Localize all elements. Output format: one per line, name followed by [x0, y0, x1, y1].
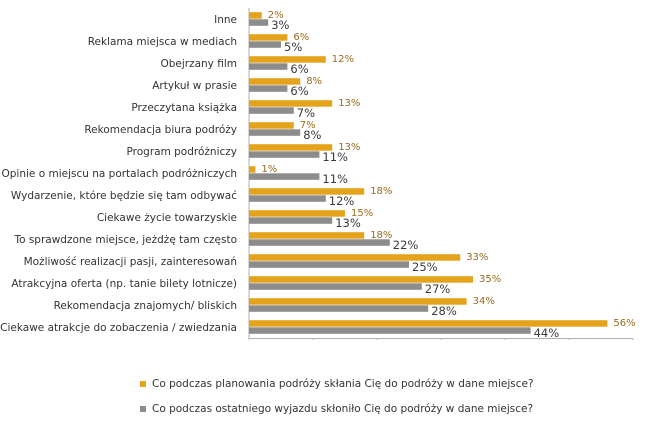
legend-label-planning: Co podczas planowania podróży skłania Ci… [152, 378, 534, 390]
bar-planning [249, 254, 461, 261]
value-label-last-trip: 27% [425, 282, 451, 296]
category-label: Inne [214, 14, 237, 26]
value-label-last-trip: 8% [303, 128, 321, 142]
bar-last-trip [249, 173, 320, 180]
bar-planning [249, 320, 608, 327]
value-label-planning: 7% [300, 120, 316, 131]
value-label-last-trip: 3% [271, 18, 289, 32]
bar-planning [249, 298, 467, 305]
bar-planning [249, 34, 288, 41]
bar-planning [249, 210, 345, 217]
value-label-last-trip: 22% [393, 238, 419, 252]
bar-planning [249, 122, 294, 129]
category-label: Artykuł w prasie [152, 80, 237, 92]
value-label-planning: 13% [338, 142, 360, 153]
value-label-last-trip: 5% [284, 40, 302, 54]
bar-planning [249, 144, 333, 151]
bar-planning [249, 12, 262, 19]
category-label: Wydarzenie, które będzie się tam odbywać [11, 190, 237, 202]
bar-last-trip [249, 85, 288, 92]
bar-planning [249, 232, 365, 239]
legend-item-last-trip: Co podczas ostatniego wyjazdu skłoniło C… [140, 403, 533, 415]
legend-label-last-trip: Co podczas ostatniego wyjazdu skłoniło C… [152, 403, 534, 415]
value-label-planning: 13% [338, 98, 360, 109]
value-label-planning: 6% [293, 32, 309, 43]
bar-last-trip [249, 239, 390, 246]
bar-last-trip [249, 107, 294, 114]
bar-planning [249, 166, 256, 173]
legend-swatch-last-trip [140, 406, 146, 412]
bar-last-trip [249, 129, 301, 136]
value-label-planning: 1% [261, 164, 277, 175]
value-label-planning: 15% [351, 208, 373, 219]
bar-last-trip [249, 41, 281, 48]
value-label-planning: 34% [473, 296, 495, 307]
value-label-planning: 33% [466, 252, 488, 263]
bar-planning [249, 100, 333, 107]
bar-planning [249, 188, 365, 195]
value-label-last-trip: 28% [431, 304, 457, 318]
value-label-last-trip: 11% [322, 150, 348, 164]
value-label-last-trip: 25% [412, 260, 438, 274]
legend-swatch-planning [140, 381, 146, 387]
bar-last-trip [249, 63, 288, 70]
category-label: Ciekawe życie towarzyskie [97, 212, 237, 224]
bar-last-trip [249, 19, 269, 26]
bar-last-trip [249, 195, 326, 202]
category-label: Rekomendacja znajomych/ bliskich [54, 300, 237, 312]
bar-last-trip [249, 217, 333, 224]
category-label: Atrakcyjna oferta (np. tanie bilety lotn… [11, 278, 237, 290]
value-label-last-trip: 6% [290, 62, 308, 76]
category-label: Ciekawe atrakcje do zobaczenia / zwiedza… [0, 322, 237, 334]
category-label: To sprawdzone miejsce, jeżdżę tam często [13, 234, 237, 246]
bar-last-trip [249, 327, 531, 334]
value-label-last-trip: 12% [329, 194, 355, 208]
category-label: Obejrzany film [160, 58, 237, 70]
bar-planning [249, 78, 301, 85]
bar-last-trip [249, 151, 320, 158]
bar-last-trip [249, 261, 409, 268]
value-label-planning: 35% [479, 274, 501, 285]
value-label-planning: 18% [370, 186, 392, 197]
bar-last-trip [249, 283, 422, 290]
legend-item-planning: Co podczas planowania podróży skłania Ci… [140, 378, 534, 390]
bar-planning [249, 276, 473, 283]
value-label-last-trip: 6% [290, 84, 308, 98]
value-label-planning: 18% [370, 230, 392, 241]
value-label-last-trip: 44% [534, 326, 560, 340]
value-label-planning: 12% [332, 54, 354, 65]
category-label: Rekomendacja biura podróży [84, 124, 237, 136]
category-label: Opinie o miejscu na portalach podróżnicz… [1, 168, 237, 180]
bar-planning [249, 56, 326, 63]
value-label-last-trip: 11% [322, 172, 348, 186]
category-label: Przeczytana książka [131, 102, 237, 114]
value-label-planning: 56% [613, 318, 635, 329]
category-label: Reklama miejsca w mediach [88, 36, 237, 48]
category-label: Program podróżniczy [127, 146, 238, 158]
category-label: Możliwość realizacji pasji, zainteresowa… [24, 256, 237, 268]
value-label-last-trip: 13% [335, 216, 361, 230]
value-label-planning: 2% [268, 10, 284, 21]
bar-last-trip [249, 305, 429, 312]
value-label-planning: 8% [306, 76, 322, 87]
value-label-last-trip: 7% [297, 106, 315, 120]
